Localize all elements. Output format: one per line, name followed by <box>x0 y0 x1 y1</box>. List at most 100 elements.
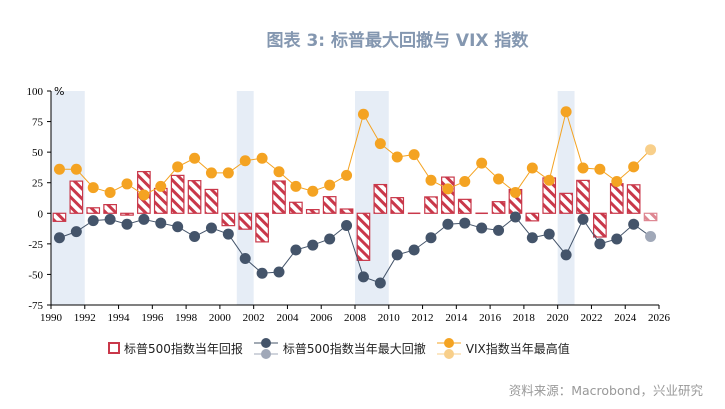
drawdown-point <box>543 228 555 240</box>
vix-point <box>645 144 657 156</box>
x-tick-label: 1996 <box>141 312 164 324</box>
vix-point <box>341 169 353 181</box>
x-tick-label: 2026 <box>648 312 671 324</box>
vix-point <box>205 167 217 179</box>
chart-title: 图表 3: 标普最大回撤与 VIX 指数 <box>266 31 529 51</box>
return-bar <box>559 192 573 214</box>
unit-label: % <box>54 85 64 98</box>
vix-point <box>594 163 606 175</box>
legend-item-return: 标普500指数当年回报 <box>108 340 243 357</box>
vix-point <box>509 186 521 198</box>
drawdown-point <box>87 215 99 227</box>
vix-point <box>357 108 369 120</box>
drawdown-point <box>493 224 505 236</box>
x-tick-label: 2006 <box>310 312 333 324</box>
vix-point <box>493 173 505 185</box>
y-tick-label: 25 <box>32 178 44 190</box>
drawdown-point <box>222 228 234 240</box>
x-tick-label: 2008 <box>344 312 367 324</box>
x-tick-label: 2000 <box>209 312 232 324</box>
drawdown-point <box>324 233 336 245</box>
vix-point <box>526 162 538 174</box>
return-bar <box>576 179 590 214</box>
vix-point <box>222 167 234 179</box>
return-bar <box>643 212 658 222</box>
drawdown-point <box>256 267 268 279</box>
return-bar <box>339 208 354 214</box>
drawdown-point <box>121 218 133 230</box>
drawdown-point <box>526 232 538 244</box>
return-bar <box>187 180 202 214</box>
source-note: 资料来源：Macrobond，兴业研究 <box>508 383 703 398</box>
vix-point <box>560 106 572 118</box>
return-bar <box>221 212 236 227</box>
shaded-period <box>236 91 254 305</box>
circle-marker-icon <box>436 338 461 359</box>
drawdown-point <box>357 271 369 283</box>
drawdown-point <box>645 231 657 243</box>
return-bar <box>525 212 540 222</box>
drawdown-point <box>408 244 420 256</box>
vix-point <box>172 161 184 173</box>
drawdown-point <box>138 213 150 225</box>
drawdown-point <box>560 249 572 261</box>
return-bar <box>204 188 219 214</box>
x-tick-label: 2010 <box>378 312 401 324</box>
drawdown-point <box>425 232 437 244</box>
return-bar <box>373 183 388 214</box>
vix-point <box>391 151 403 163</box>
vix-point <box>104 186 116 198</box>
drawdown-point <box>70 226 82 238</box>
y-tick-label: 0 <box>38 208 44 220</box>
return-bar <box>322 196 337 214</box>
vix-point <box>189 152 201 164</box>
vix-point <box>70 163 82 175</box>
drawdown-point <box>273 266 285 278</box>
legend-item-drawdown: 标普500指数当年最大回撤 <box>253 336 426 360</box>
drawdown-point <box>442 218 454 230</box>
return-bar <box>390 197 405 214</box>
vix-point <box>239 155 251 167</box>
y-tick-label: -25 <box>28 239 43 251</box>
drawdown-point <box>53 232 65 244</box>
drawdown-point <box>172 221 184 233</box>
x-tick-label: 1994 <box>108 312 131 324</box>
vix-point <box>155 180 167 192</box>
x-tick-label: 2004 <box>276 312 299 324</box>
vix-point <box>476 157 488 169</box>
x-tick-label: 1998 <box>175 312 198 324</box>
return-bar <box>424 196 438 214</box>
y-tick-label: 50 <box>32 147 44 159</box>
return-bar <box>289 201 303 214</box>
return-bar <box>356 212 371 261</box>
drawdown-point <box>611 233 623 245</box>
return-bar <box>103 204 117 214</box>
legend-item-vix: VIX指数当年最高值 <box>436 336 570 360</box>
return-bar <box>441 176 455 214</box>
return-bar <box>609 183 624 214</box>
vix-point <box>611 175 623 187</box>
return-bar <box>626 184 641 214</box>
drawdown-point <box>341 220 353 232</box>
x-tick-label: 1990 <box>40 312 63 324</box>
x-tick-label: 2002 <box>243 312 265 324</box>
drawdown-point <box>290 244 302 256</box>
vix-point <box>53 163 65 175</box>
drawdown-point <box>104 213 116 225</box>
return-bar <box>593 212 607 238</box>
drawdown-point <box>155 217 167 229</box>
vix-point <box>307 185 319 197</box>
drawdown-point <box>307 239 319 251</box>
vix-point <box>87 182 99 194</box>
drawdown-point <box>594 238 606 250</box>
return-bar <box>86 207 101 214</box>
vix-point <box>138 189 150 201</box>
y-tick-label: -75 <box>28 300 43 312</box>
vix-point <box>442 183 454 195</box>
return-bar <box>52 212 67 222</box>
drawdown-point <box>205 222 217 234</box>
x-tick-label: 2016 <box>479 312 502 324</box>
circle-marker-icon <box>253 338 278 359</box>
legend: 标普500指数当年回报 标普500指数当年最大回撤 VIX指数当年最高值 <box>108 336 570 360</box>
